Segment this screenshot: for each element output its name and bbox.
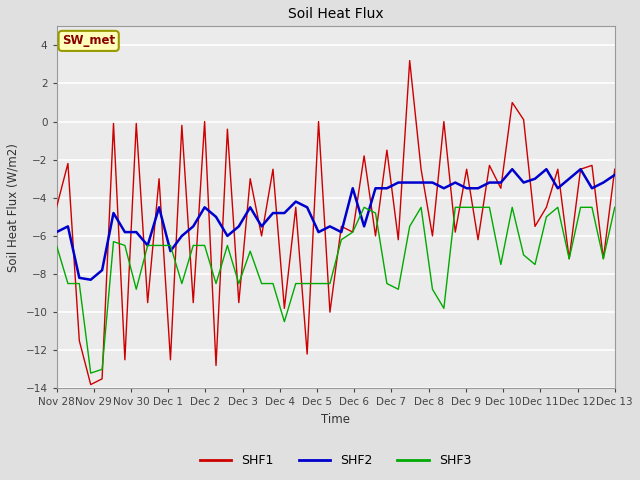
Text: SW_met: SW_met	[62, 35, 115, 48]
Legend: SHF1, SHF2, SHF3: SHF1, SHF2, SHF3	[195, 449, 476, 472]
X-axis label: Time: Time	[321, 413, 350, 426]
Title: Soil Heat Flux: Soil Heat Flux	[288, 7, 383, 21]
Y-axis label: Soil Heat Flux (W/m2): Soil Heat Flux (W/m2)	[7, 143, 20, 272]
